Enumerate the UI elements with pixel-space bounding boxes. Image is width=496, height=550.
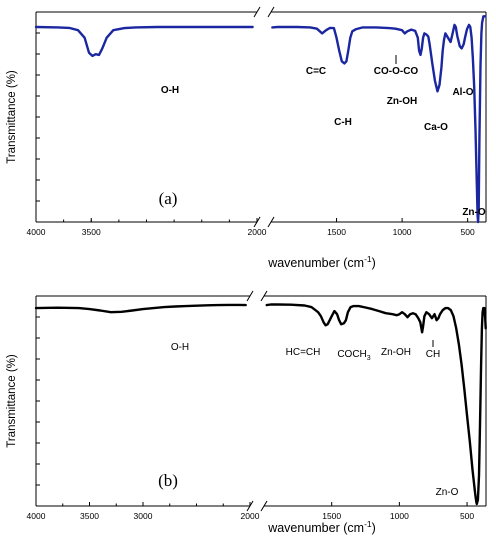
y-axis-label: Transmittance (%) [6, 70, 18, 164]
peak-annotation: C=C [306, 66, 326, 77]
peak-annotation: Zn-O [436, 487, 459, 498]
axis-break-mark [267, 6, 275, 18]
axis-break-mark [260, 500, 268, 512]
peak-annotation: O-H [161, 85, 179, 96]
peak-annotation: Al-O [452, 87, 473, 98]
panel-label: (a) [159, 189, 178, 208]
panel-label: (b) [158, 471, 178, 490]
peak-annotation: C-H [334, 117, 352, 128]
spectrum-line [34, 303, 247, 314]
peak-annotation: CO-O-CO [374, 66, 419, 77]
axis-break-mark [246, 290, 254, 302]
peak-annotation: CH [426, 349, 440, 360]
x-tick-label: 3500 [80, 511, 99, 521]
axis-break-mark [267, 216, 275, 228]
x-tick-label: 500 [461, 227, 475, 237]
y-axis-label: Transmittance (%) [6, 354, 18, 448]
x-tick-label: 4000 [27, 227, 46, 237]
panel-b: 4000 3500 3000 2000 1500 1000 500 Transmittance… [6, 290, 487, 535]
x-tick-label: 1500 [322, 511, 341, 521]
x-tick-label: 2000 [241, 511, 260, 521]
axis-break-mark [260, 290, 268, 302]
peak-annotation: Zn-O [462, 207, 486, 218]
panel-a: 4000 3500 2000 1500 1000 500 Transmittance (%)… [6, 6, 487, 270]
x-tick-label: 1500 [327, 227, 346, 237]
spectrum-line [34, 25, 254, 58]
x-axis-label: wavenumber (cm-1) [267, 519, 376, 535]
peak-annotation: Ca-O [424, 122, 448, 133]
spectrum-line [265, 303, 487, 506]
x-tick-label: 1000 [390, 511, 409, 521]
peak-annotation: Zn-OH [387, 96, 418, 107]
axis-break-mark [253, 6, 261, 18]
peak-annotation: COCH3 [337, 349, 370, 362]
x-tick-label: 2000 [248, 227, 267, 237]
peak-annotation: O-H [171, 342, 189, 353]
peak-annotation: HC=CH [286, 347, 321, 358]
x-tick-label: 3500 [82, 227, 101, 237]
x-axis-label: wavenumber (cm-1) [267, 254, 376, 270]
x-tick-label: 1000 [393, 227, 412, 237]
peak-annotation: Zn-OH [381, 347, 411, 358]
x-tick-label: 3000 [134, 511, 153, 521]
x-tick-label: 4000 [27, 511, 46, 521]
spectrum-line [271, 15, 487, 224]
x-tick-label: 500 [460, 511, 474, 521]
